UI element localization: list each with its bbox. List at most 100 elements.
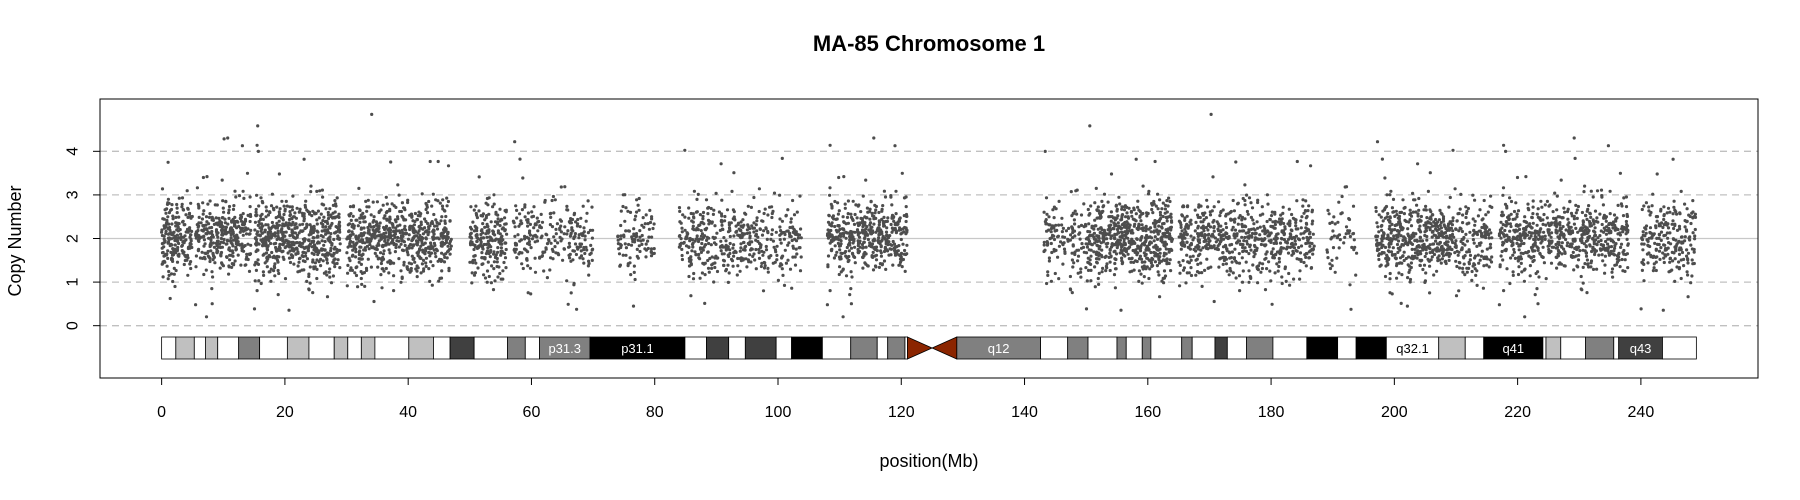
data-point — [623, 193, 627, 197]
data-point — [687, 264, 692, 268]
data-point — [1052, 216, 1056, 220]
data-point — [171, 217, 175, 221]
data-point — [1196, 234, 1200, 238]
data-point — [565, 204, 569, 208]
data-point — [430, 204, 434, 208]
data-point — [1283, 225, 1287, 229]
data-point — [413, 219, 417, 224]
data-point — [381, 252, 385, 256]
data-point — [359, 270, 363, 274]
data-point — [309, 226, 313, 230]
data-point — [1080, 242, 1084, 246]
data-point — [586, 264, 591, 268]
data-point — [500, 234, 504, 238]
data-point — [371, 200, 375, 204]
data-point — [1118, 241, 1122, 245]
data-point — [379, 208, 383, 212]
data-point — [1264, 230, 1268, 234]
data-point — [1380, 157, 1384, 161]
data-point — [288, 260, 293, 265]
data-point — [362, 231, 366, 235]
data-point — [837, 175, 841, 180]
data-point — [554, 232, 558, 236]
data-point — [709, 243, 713, 247]
data-point — [521, 266, 525, 271]
data-point — [642, 225, 646, 229]
data-point — [902, 196, 907, 200]
data-point — [360, 282, 364, 286]
data-point — [211, 252, 215, 256]
data-point — [402, 231, 406, 236]
data-point — [248, 205, 252, 209]
data-point — [884, 238, 888, 242]
data-point — [877, 226, 881, 230]
data-point — [747, 242, 751, 246]
data-point — [679, 237, 683, 241]
data-point — [1071, 211, 1075, 215]
data-point — [386, 228, 390, 232]
data-point — [617, 252, 622, 256]
data-point — [1205, 243, 1209, 247]
data-point — [894, 189, 898, 193]
data-point — [1397, 232, 1401, 236]
data-point — [763, 264, 767, 268]
data-point — [880, 209, 884, 213]
data-point — [527, 231, 532, 235]
data-point — [1256, 200, 1260, 205]
data-point — [1206, 205, 1210, 209]
data-point — [853, 261, 857, 265]
data-point — [1212, 205, 1216, 209]
data-point — [549, 211, 553, 215]
data-point — [714, 191, 718, 195]
data-point — [1246, 212, 1250, 216]
data-point — [638, 229, 642, 233]
data-point — [486, 249, 490, 253]
data-point — [359, 276, 363, 281]
data-point — [1243, 235, 1247, 240]
data-point — [420, 241, 424, 245]
data-point — [489, 220, 493, 224]
data-point — [208, 199, 212, 203]
data-point — [709, 206, 713, 211]
data-point — [1162, 243, 1166, 248]
data-point — [526, 291, 530, 295]
data-point — [1095, 243, 1099, 247]
data-point — [297, 260, 301, 264]
data-point — [1120, 207, 1124, 211]
data-point — [327, 270, 331, 274]
data-point — [739, 220, 743, 224]
data-point — [1092, 235, 1096, 239]
data-point — [165, 218, 169, 222]
data-point — [1117, 224, 1121, 228]
data-point — [903, 269, 907, 273]
data-point — [826, 220, 831, 224]
data-point — [265, 256, 269, 260]
data-point — [588, 228, 593, 232]
data-point — [853, 245, 857, 249]
data-point — [197, 206, 201, 210]
data-point — [1227, 250, 1231, 254]
data-point — [328, 235, 332, 239]
data-point — [1417, 208, 1421, 212]
data-point — [872, 136, 876, 140]
data-point — [515, 208, 519, 212]
data-point — [346, 235, 350, 239]
data-point — [559, 224, 563, 228]
data-point — [175, 206, 179, 210]
data-point — [1128, 223, 1132, 227]
data-point — [1240, 256, 1244, 260]
data-point — [307, 288, 311, 292]
data-point — [264, 215, 268, 219]
data-point — [752, 195, 756, 200]
data-point — [695, 210, 699, 214]
data-point — [652, 247, 656, 251]
data-point — [233, 215, 237, 219]
data-point — [702, 222, 706, 226]
data-point — [1140, 260, 1144, 264]
data-point — [421, 258, 426, 262]
data-point — [782, 283, 787, 287]
data-point — [254, 238, 259, 242]
data-point — [730, 189, 734, 193]
data-point — [348, 240, 352, 244]
data-point — [169, 208, 173, 212]
